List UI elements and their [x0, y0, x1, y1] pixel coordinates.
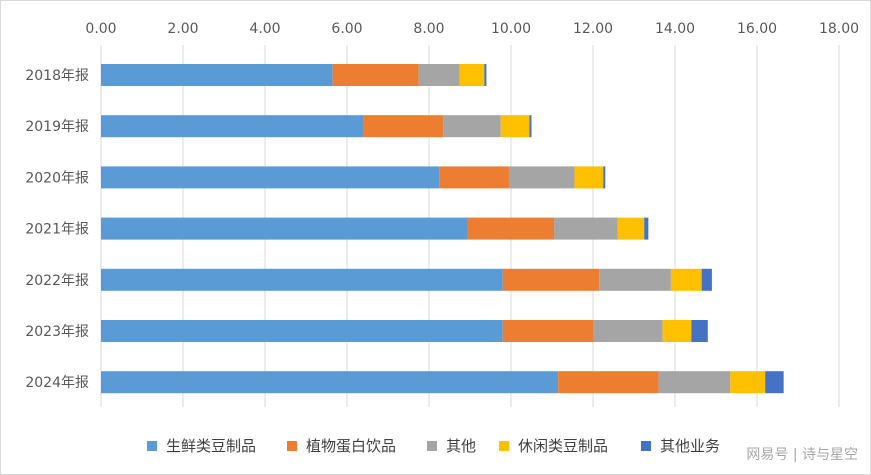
- legend: 生鲜类豆制品 植物蛋白饮品 其他 休闲类豆制品 其他业务: [147, 437, 720, 455]
- bar-segment: [467, 217, 555, 240]
- bar-segment: [101, 371, 559, 394]
- y-axis-labels: 2018年报 2019年报 2020年报 2021年报 2022年报 2023年报 2024…: [25, 68, 89, 391]
- bar-segment: [662, 320, 692, 342]
- legend-label: 植物蛋白饮品: [306, 437, 396, 455]
- y-tick-label: 2023年报: [25, 324, 89, 340]
- bar-segment: [603, 166, 606, 189]
- bar-segment: [644, 217, 649, 240]
- x-tick-label: 18.00: [819, 21, 859, 37]
- legend-swatch: [641, 441, 651, 451]
- bar-segment: [101, 268, 503, 291]
- x-tick-label: 12.00: [573, 21, 613, 37]
- x-tick-label: 14.00: [655, 21, 695, 37]
- bar-segment: [502, 268, 600, 291]
- bar-segment: [691, 320, 708, 342]
- bar-segment: [332, 64, 419, 86]
- bar-segment: [701, 268, 712, 291]
- y-tick-label: 2020年报: [25, 170, 89, 186]
- y-tick-label: 2021年报: [25, 222, 89, 238]
- x-axis-ticks: 0.00 2.00 4.00 6.00 8.00 10.00 12.00 14.00 16.00…: [85, 21, 859, 37]
- x-tick-label: 0.00: [85, 21, 116, 37]
- bar-segment: [730, 371, 766, 394]
- bar-segment: [101, 166, 440, 189]
- bar-segment: [599, 268, 671, 291]
- watermark: 网易号 | 诗与星空: [746, 447, 858, 463]
- bar-segment: [558, 371, 659, 394]
- legend-label: 其他业务: [660, 437, 720, 455]
- bar-segment: [529, 115, 532, 138]
- bar-segment: [593, 320, 663, 342]
- legend-label: 其他: [446, 437, 476, 455]
- legend-swatch: [427, 441, 437, 451]
- bar-segment: [670, 268, 702, 291]
- bar-segment: [101, 320, 503, 342]
- legend-swatch: [499, 441, 509, 451]
- x-tick-label: 2.00: [167, 21, 198, 37]
- bar-segment: [554, 217, 618, 240]
- legend-swatch: [287, 441, 297, 451]
- bar-segment: [101, 217, 468, 240]
- y-tick-label: 2022年报: [25, 273, 89, 289]
- x-tick-label: 6.00: [331, 21, 362, 37]
- legend-swatch: [147, 441, 157, 451]
- bar-segment: [101, 64, 333, 86]
- y-tick-label: 2018年报: [25, 68, 89, 84]
- bar-segment: [101, 115, 364, 138]
- legend-label: 休闲类豆制品: [518, 437, 608, 455]
- x-tick-label: 8.00: [413, 21, 444, 37]
- bar-segment: [484, 64, 487, 86]
- bar-segment: [617, 217, 645, 240]
- y-tick-label: 2019年报: [25, 119, 89, 135]
- bars: [101, 64, 784, 394]
- legend-label: 生鲜类豆制品: [166, 437, 256, 455]
- bar-segment: [363, 115, 444, 138]
- bar-segment: [443, 115, 501, 138]
- x-tick-label: 16.00: [737, 21, 777, 37]
- bar-segment: [765, 371, 784, 394]
- bar-segment: [574, 166, 604, 189]
- bar-segment: [459, 64, 485, 86]
- x-tick-label: 10.00: [491, 21, 531, 37]
- y-tick-label: 2024年报: [25, 375, 89, 391]
- bar-segment: [418, 64, 460, 86]
- bar-segment: [439, 166, 509, 189]
- bar-segment: [500, 115, 530, 138]
- bar-segment: [508, 166, 575, 189]
- x-tick-label: 4.00: [249, 21, 280, 37]
- bar-segment: [658, 371, 731, 394]
- bar-segment: [502, 320, 593, 342]
